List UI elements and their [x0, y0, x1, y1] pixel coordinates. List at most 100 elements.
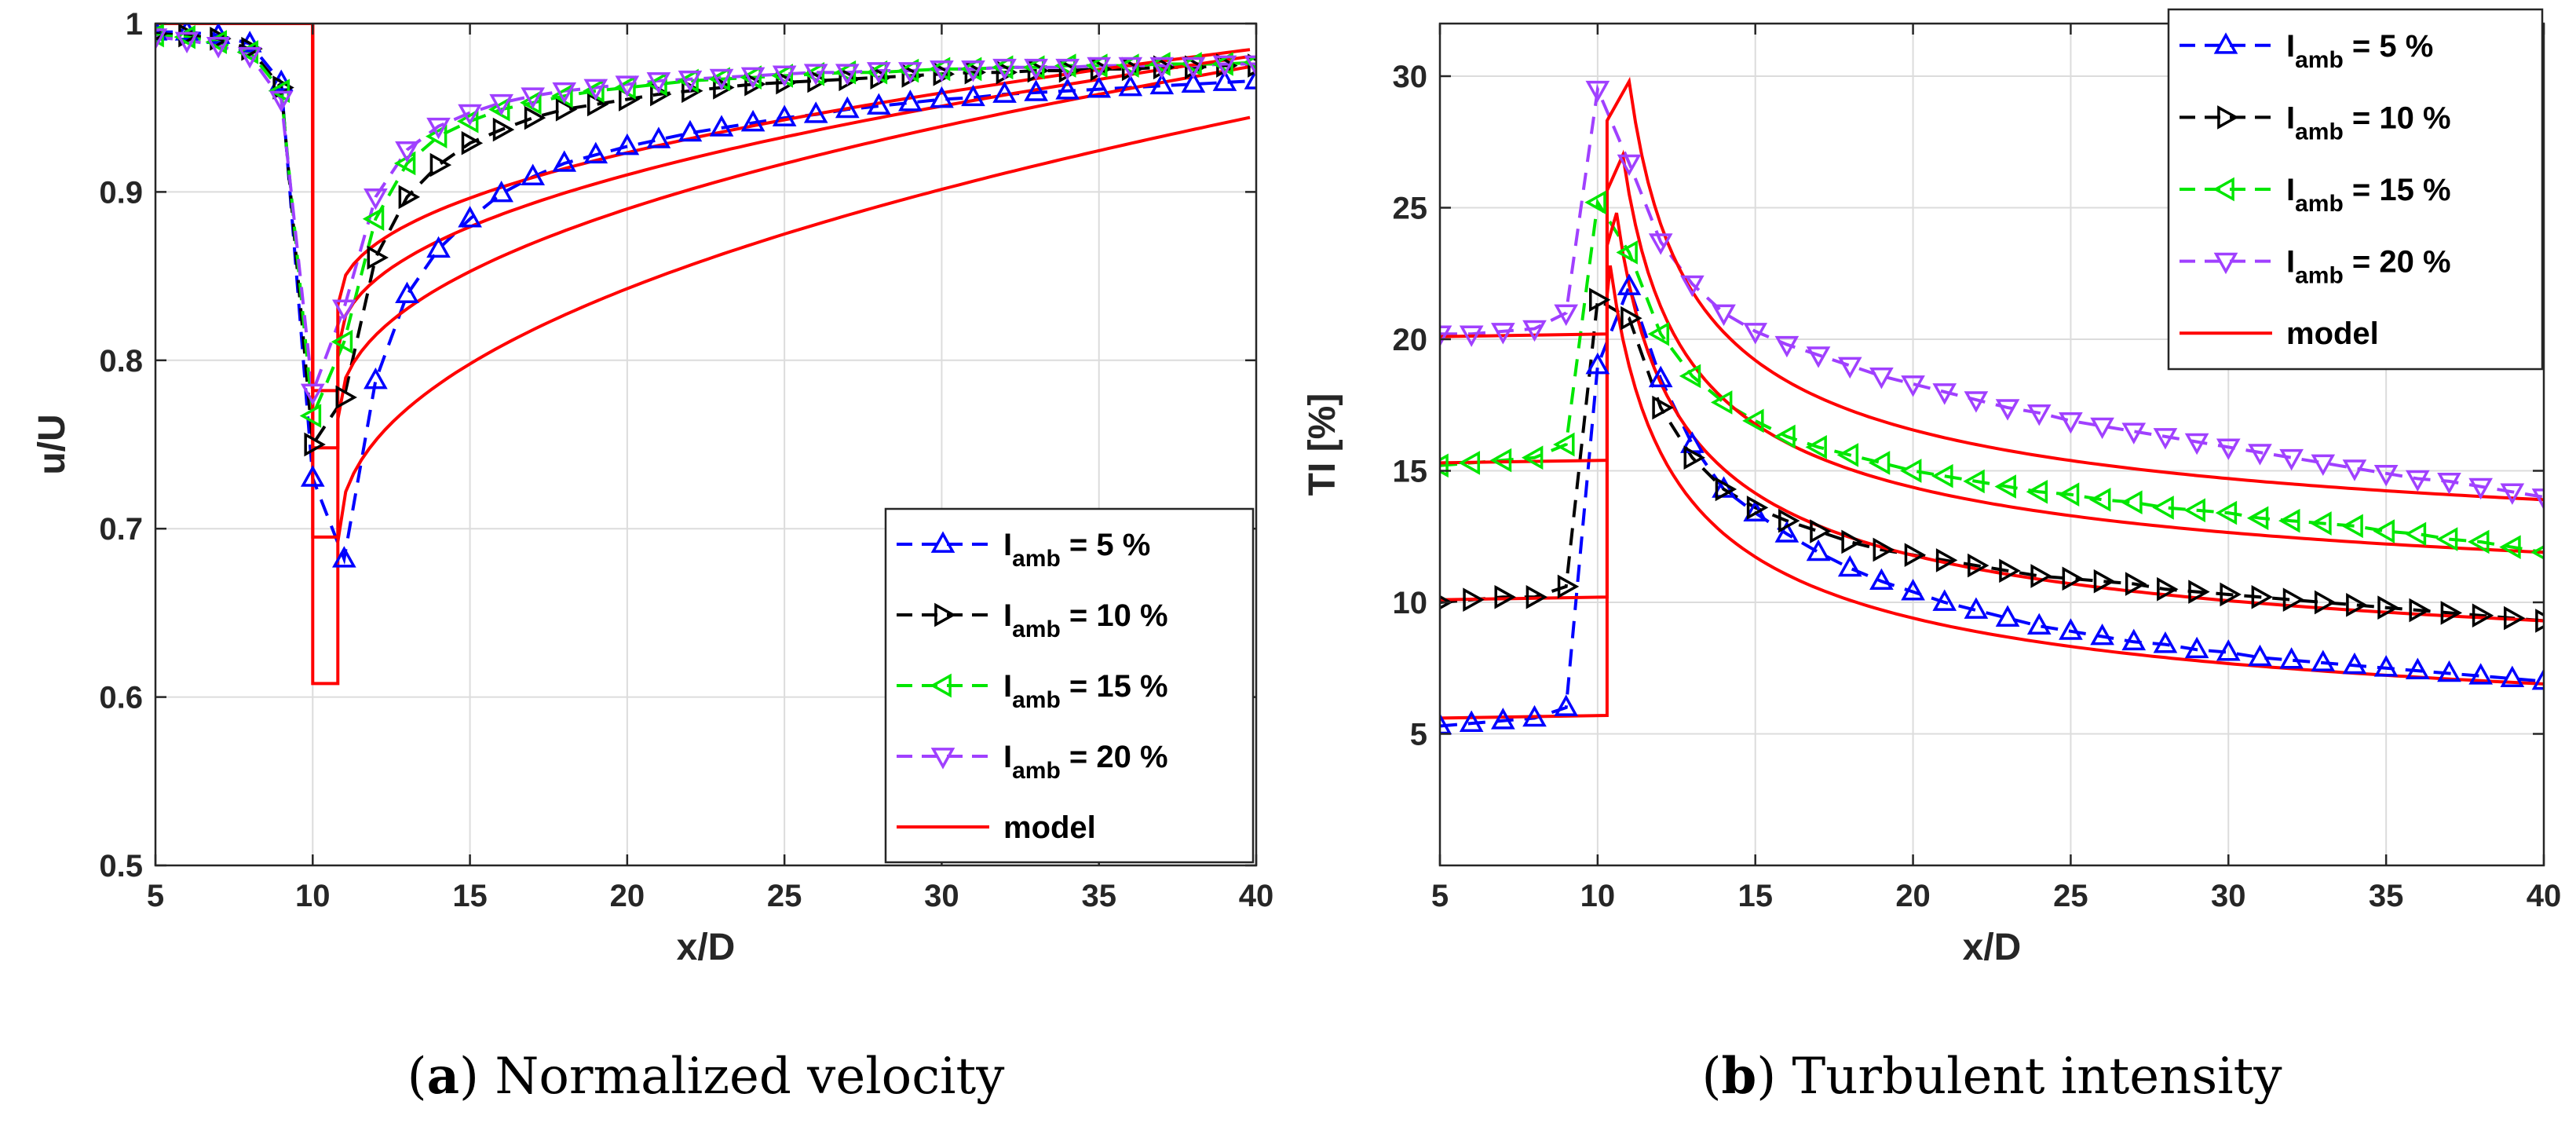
legend-marker: [930, 748, 955, 770]
data-point: [1554, 694, 1579, 716]
data-point: [456, 109, 479, 134]
data-point: [1869, 368, 1894, 390]
data-point: [2373, 465, 2399, 487]
data-point: [1589, 287, 1611, 313]
series-group: [155, 24, 1256, 686]
data-point: [961, 60, 985, 82]
model-line-1: [155, 24, 1251, 686]
model-line-3: [1440, 149, 2544, 554]
data-point: [678, 70, 703, 93]
data-point: [1149, 57, 1175, 79]
data-point: [772, 104, 797, 126]
x-tick-label: 35: [1081, 879, 1116, 913]
data-point: [1837, 357, 1862, 379]
data-point: [299, 404, 322, 428]
legend-marker: [2212, 177, 2234, 202]
data-point: [744, 71, 766, 97]
data-point: [992, 58, 1017, 81]
data-point: [398, 185, 421, 210]
legend-marker: [930, 673, 952, 698]
y-tick-label: 5: [1410, 718, 1427, 752]
data-point: [1491, 708, 1515, 730]
data-point: [155, 28, 168, 50]
data-point: [1521, 445, 1544, 470]
data-point: [2121, 490, 2143, 515]
data-point: [2246, 506, 2269, 531]
data-point: [1683, 445, 1705, 470]
data-point: [206, 37, 231, 59]
legend-label: Iamb = 10 %: [2286, 101, 2451, 144]
data-point: [1774, 335, 1800, 358]
caption-b: (b) Turbulent intensity: [1701, 1047, 2282, 1106]
data-point: [2468, 477, 2493, 500]
legend-marker: [2217, 105, 2239, 130]
legend-label: model: [2286, 316, 2379, 351]
caption-a: (a) Normalized velocity: [407, 1047, 1005, 1106]
data-point: [458, 104, 482, 126]
y-tick-label: 0.7: [99, 512, 143, 547]
data-point: [362, 207, 385, 232]
data-point: [866, 93, 891, 115]
data-point: [2057, 482, 2080, 507]
data-point: [2188, 580, 2210, 604]
data-point: [2311, 649, 2336, 671]
data-point: [2310, 511, 2332, 536]
data-point: [1648, 233, 1673, 255]
data-point: [1557, 574, 1580, 599]
data-point: [2440, 601, 2463, 625]
data-point: [583, 79, 608, 101]
data-point: [2435, 527, 2458, 551]
data-point: [1901, 579, 1925, 601]
data-point: [1774, 521, 1800, 543]
y-tick-label: 0.8: [99, 344, 143, 379]
data-point: [1244, 55, 1256, 78]
y-tick-label: 15: [1393, 455, 1428, 489]
data-point: [1873, 537, 1895, 562]
data-point: [1836, 443, 1859, 467]
data-point: [1805, 435, 1827, 459]
data-point: [2500, 665, 2525, 687]
data-point: [555, 97, 578, 122]
data-point: [1248, 53, 1256, 78]
chart-turbulent-intensity: 5 10 15 20 25 30 35 40 5 10 15 20 25 30 x/D TI [%] Iamb …: [1302, 8, 2561, 968]
data-point: [866, 62, 891, 84]
data-point: [2026, 479, 2048, 504]
data-point: [1710, 390, 1733, 415]
data-point: [1774, 424, 1796, 449]
data-point: [304, 432, 326, 457]
legend-label: Iamb = 15 %: [2286, 173, 2451, 217]
data-point: [2341, 514, 2363, 539]
data-point: [426, 236, 451, 258]
data-point: [2404, 521, 2427, 547]
data-point: [1648, 365, 1673, 388]
data-point: [1463, 587, 1485, 612]
data-point: [646, 72, 671, 94]
data-point: [2346, 593, 2368, 617]
data-point: [2216, 639, 2241, 661]
data-point: [1024, 79, 1048, 101]
data-point: [1743, 323, 1768, 345]
data-point: [2215, 500, 2238, 525]
data-point: [2090, 417, 2114, 440]
x-tick-label: 20: [610, 879, 645, 913]
data-point: [1522, 704, 1547, 727]
data-point: [930, 60, 954, 82]
chart-normalized-velocity: 5 10 15 20 25 30 35 40 0.5 0.6 0.7 0.8 0.9 1 x/D u/U Iam…: [31, 7, 1273, 968]
data-point: [709, 68, 734, 91]
y-axis-label: TI [%]: [1302, 393, 1343, 496]
legend-marker: [2213, 252, 2238, 275]
data-point: [1491, 323, 1515, 345]
data-point: [489, 180, 513, 203]
legend-label: Iamb = 5 %: [1003, 528, 1150, 572]
data-point: [2089, 488, 2111, 512]
data-point: [839, 67, 860, 92]
data-point: [395, 281, 419, 304]
data-point: [1778, 508, 1800, 533]
data-point: [174, 24, 199, 41]
data-point: [835, 96, 860, 119]
data-point: [2184, 433, 2209, 455]
data-point: [2121, 422, 2147, 444]
data-point: [2314, 590, 2337, 615]
data-point: [488, 97, 510, 122]
data-point: [1181, 57, 1206, 79]
